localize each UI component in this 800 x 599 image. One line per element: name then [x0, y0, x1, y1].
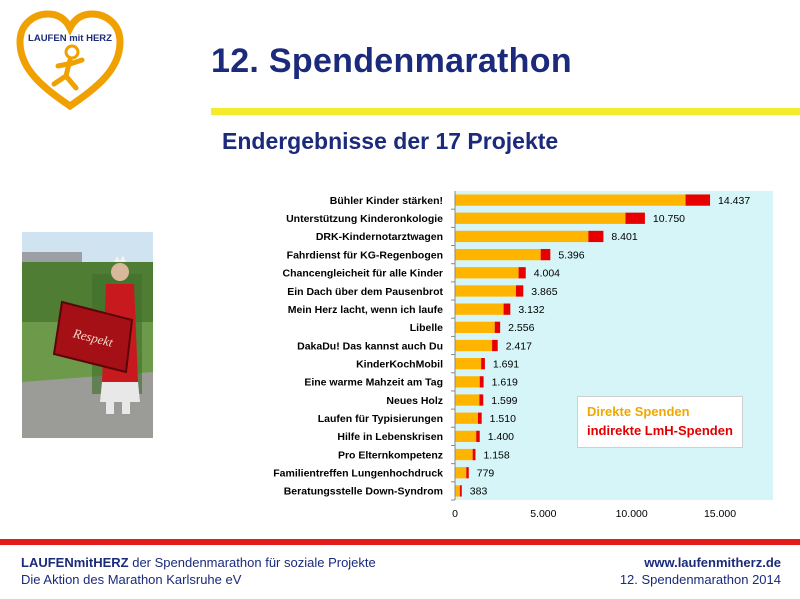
- bar-direct: [455, 358, 482, 370]
- bar-indirect: [479, 394, 484, 406]
- bar-indirect: [477, 412, 482, 424]
- laufen-mit-herz-logo: LAUFEN mit HERZ: [16, 10, 124, 111]
- bar-indirect: [625, 212, 645, 224]
- bar-direct: [455, 267, 519, 279]
- bar-direct: [455, 467, 467, 479]
- category-label: Eine warme Mahzeit am Tag: [304, 377, 443, 389]
- footer-event: 12. Spendenmarathon 2014: [619, 572, 781, 587]
- title-underline-bar: [211, 108, 800, 115]
- bar-indirect: [459, 485, 462, 497]
- total-value-label: 383: [470, 486, 488, 498]
- category-label: Hilfe in Lebenskrisen: [337, 431, 443, 443]
- runner-head-icon: [64, 44, 80, 60]
- bar-indirect: [476, 430, 480, 443]
- bar-indirect: [466, 467, 469, 479]
- total-value-label: 1.400: [488, 431, 514, 443]
- category-label: Libelle: [410, 322, 443, 334]
- category-label: KinderKochMobil: [356, 358, 443, 370]
- category-label: Beratungsstelle Down-Syndrom: [284, 486, 443, 498]
- person-head: [111, 263, 129, 281]
- bar-indirect: [518, 267, 526, 279]
- bar-direct: [455, 376, 480, 388]
- chart-legend: Direkte Spenden indirekte LmH-Spenden: [577, 396, 743, 448]
- bar-direct: [455, 485, 460, 497]
- bar-direct: [455, 212, 626, 224]
- total-value-label: 5.396: [558, 249, 584, 261]
- category-label: Laufen für Typisierungen: [318, 413, 443, 425]
- bar-direct: [455, 194, 686, 206]
- runner-photo: Respekt: [22, 232, 153, 438]
- footer-left-line1: LAUFENmitHERZ der Spendenmarathon für so…: [21, 555, 376, 570]
- bar-direct: [455, 285, 516, 297]
- chart-subtitle: Endergebnisse der 17 Projekte: [222, 128, 559, 154]
- plot-area: [455, 191, 773, 500]
- total-value-label: 1.619: [492, 377, 518, 389]
- total-value-label: 4.004: [534, 268, 560, 280]
- bar-indirect: [472, 448, 476, 461]
- footer-brand: LAUFENmitHERZ: [21, 555, 129, 570]
- bar-indirect: [503, 303, 511, 315]
- bar-indirect: [588, 230, 604, 243]
- total-value-label: 3.865: [531, 286, 557, 298]
- total-value-label: 2.556: [508, 322, 534, 334]
- footer-left-line2: Die Aktion des Marathon Karlsruhe eV: [21, 572, 242, 587]
- footer-left-line1-text: der Spendenmarathon für soziale Projekte: [128, 555, 376, 570]
- footer-website: www.laufenmitherz.de: [644, 555, 781, 570]
- x-tick-label: 0: [452, 508, 458, 520]
- x-tick-label: 15.000: [704, 508, 736, 520]
- runner-body-icon: [51, 57, 85, 91]
- bar-direct: [455, 339, 493, 352]
- page-title: 12. Spendenmarathon: [211, 42, 572, 80]
- bar-indirect: [479, 376, 484, 388]
- bar-direct: [455, 448, 473, 461]
- total-value-label: 10.750: [653, 213, 685, 225]
- bar-indirect: [492, 339, 498, 352]
- donations-bar-chart: Bühler Kinder stärken! Unterstützung Kind…: [273, 191, 773, 520]
- category-label: Bühler Kinder stärken!: [330, 195, 443, 207]
- bar-indirect: [481, 358, 485, 370]
- bar-direct: [455, 394, 480, 406]
- bar-direct: [455, 430, 477, 443]
- x-tick-label: 5.000: [530, 508, 556, 520]
- bar-indirect: [540, 248, 551, 261]
- total-value-label: 8.401: [611, 231, 637, 243]
- total-value-label: 1.691: [493, 358, 519, 370]
- x-tick-label: 10.000: [616, 508, 648, 520]
- bar-indirect: [515, 285, 524, 297]
- bar-direct: [455, 230, 589, 243]
- total-value-label: 3.132: [518, 304, 544, 316]
- bar-direct: [455, 248, 541, 261]
- bar-direct: [455, 321, 495, 333]
- total-value-label: 779: [477, 468, 495, 480]
- total-value-label: 1.510: [490, 413, 516, 425]
- bar-indirect: [685, 194, 711, 206]
- total-value-label: 1.158: [483, 449, 509, 461]
- logo-text: LAUFEN mit HERZ: [28, 33, 112, 44]
- category-label: Chancengleicheit für alle Kinder: [283, 268, 443, 280]
- category-label: Familientreffen Lungenhochdruck: [273, 468, 443, 480]
- category-label: Mein Herz lacht, wenn ich laufe: [288, 304, 443, 316]
- bar-direct: [455, 412, 478, 424]
- respekt-banner: Respekt: [52, 300, 134, 374]
- total-value-label: 14.437: [718, 195, 750, 207]
- footer-red-bar: [0, 539, 800, 545]
- legend-direct: Direkte Spenden: [587, 404, 690, 419]
- category-label: Pro Elternkompetenz: [338, 449, 443, 461]
- category-label: DRK-Kindernotarztwagen: [316, 231, 443, 243]
- total-value-label: 1.599: [491, 395, 517, 407]
- category-label: Unterstützung Kinderonkologie: [286, 213, 443, 225]
- category-label: Neues Holz: [386, 395, 443, 407]
- category-label: DakaDu! Das kannst auch Du: [297, 340, 443, 352]
- bar-indirect: [494, 321, 501, 333]
- legend-indirect: indirekte LmH-Spenden: [587, 423, 733, 438]
- total-value-label: 2.417: [506, 340, 532, 352]
- category-label: Ein Dach über dem Pausenbrot: [287, 286, 443, 298]
- category-label: Fahrdienst für KG-Regenbogen: [287, 249, 443, 261]
- bar-direct: [455, 303, 504, 315]
